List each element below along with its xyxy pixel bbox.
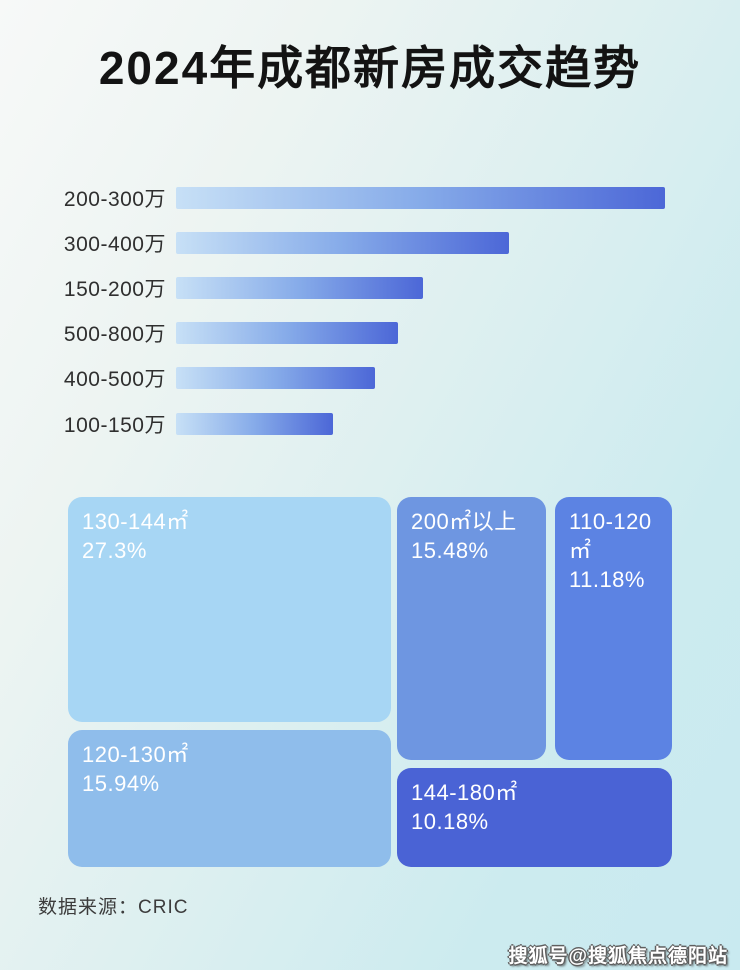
treemap: 130-144㎡ 27.3% 120-130㎡ 15.94% 200㎡以上 15.48% 1… (68, 497, 672, 867)
treemap-tile: 144-180㎡ 10.18% (397, 768, 672, 867)
bar-chart: 200-300万 300-400万 150-200万 500-800万 400-500万… (38, 175, 702, 446)
bar-category-label: 500-800万 (63, 323, 166, 347)
bar (176, 231, 509, 254)
treemap-tile-label: 120-130㎡ (82, 742, 189, 767)
treemap-tile-value: 10.18% (411, 809, 489, 834)
treemap-tile-label: 200㎡以上 (411, 509, 517, 534)
source-note: 数据来源：CRIC (38, 897, 189, 918)
treemap-tile: 110-120㎡ 11.18% (555, 497, 672, 760)
treemap-tile-label: 144-180㎡ (411, 780, 518, 805)
bar (176, 367, 375, 390)
treemap-tile: 200㎡以上 15.48% (397, 497, 546, 760)
bar-category-label: 100-150万 (63, 413, 166, 437)
watermark: 搜狐号@搜狐焦点德阳站 (508, 946, 728, 967)
treemap-tile-value: 27.3% (82, 538, 147, 563)
bar (176, 276, 423, 299)
treemap-tile: 130-144㎡ 27.3% (68, 497, 391, 722)
treemap-tile-value: 15.94% (82, 771, 160, 796)
bar-row: 150-200万 (38, 265, 702, 310)
bar-row: 200-300万 (38, 175, 702, 220)
treemap-tile: 120-130㎡ 15.94% (68, 730, 391, 867)
page-title: 2024年成都新房成交趋势 (98, 42, 642, 94)
treemap-tile-label: 130-144㎡ (82, 509, 189, 534)
bar-category-label: 300-400万 (63, 232, 166, 256)
treemap-tile-value: 11.18% (569, 567, 645, 592)
treemap-tile-value: 15.48% (411, 538, 489, 563)
treemap-tile-label: 110-120㎡ (569, 509, 652, 563)
bar-row: 300-400万 (38, 220, 702, 265)
bar-row: 400-500万 (38, 356, 702, 401)
bar-category-label: 400-500万 (63, 368, 166, 392)
bar-row: 100-150万 (38, 401, 702, 446)
bar (176, 186, 665, 209)
bar (176, 412, 333, 435)
bar-category-label: 200-300万 (63, 187, 166, 211)
bar-category-label: 150-200万 (63, 277, 166, 301)
bar-row: 500-800万 (38, 311, 702, 356)
bar (176, 322, 398, 345)
